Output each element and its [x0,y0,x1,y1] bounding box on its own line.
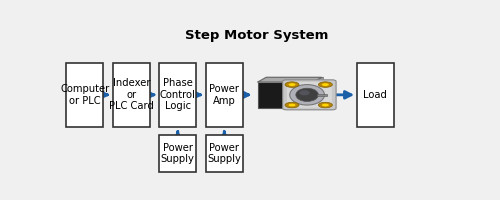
FancyBboxPatch shape [357,62,394,127]
Circle shape [288,83,296,86]
Circle shape [318,82,332,87]
Text: Computer
or PLC: Computer or PLC [60,84,110,106]
FancyBboxPatch shape [66,62,103,127]
Circle shape [322,104,329,106]
Text: Power
Supply: Power Supply [208,143,241,164]
Ellipse shape [296,88,318,101]
Text: Load: Load [364,90,388,100]
Circle shape [288,104,296,106]
FancyBboxPatch shape [282,80,336,110]
FancyBboxPatch shape [206,62,242,127]
Text: Indexer
or
PLC Card: Indexer or PLC Card [109,78,154,111]
FancyBboxPatch shape [160,62,196,127]
Circle shape [285,102,299,108]
FancyBboxPatch shape [113,62,150,127]
Polygon shape [258,77,322,82]
FancyBboxPatch shape [160,135,196,172]
FancyBboxPatch shape [206,135,242,172]
Ellipse shape [300,90,310,95]
Polygon shape [313,77,323,109]
FancyBboxPatch shape [258,82,313,108]
Text: Power
Amp: Power Amp [210,84,240,106]
Text: Phase
Control
Logic: Phase Control Logic [160,78,196,111]
Bar [316,94,326,96]
Circle shape [285,82,299,87]
FancyBboxPatch shape [287,82,332,108]
Circle shape [322,83,329,86]
Text: Step Motor System: Step Motor System [184,29,328,42]
Circle shape [318,102,332,108]
Ellipse shape [290,85,324,105]
Text: Power
Supply: Power Supply [161,143,194,164]
